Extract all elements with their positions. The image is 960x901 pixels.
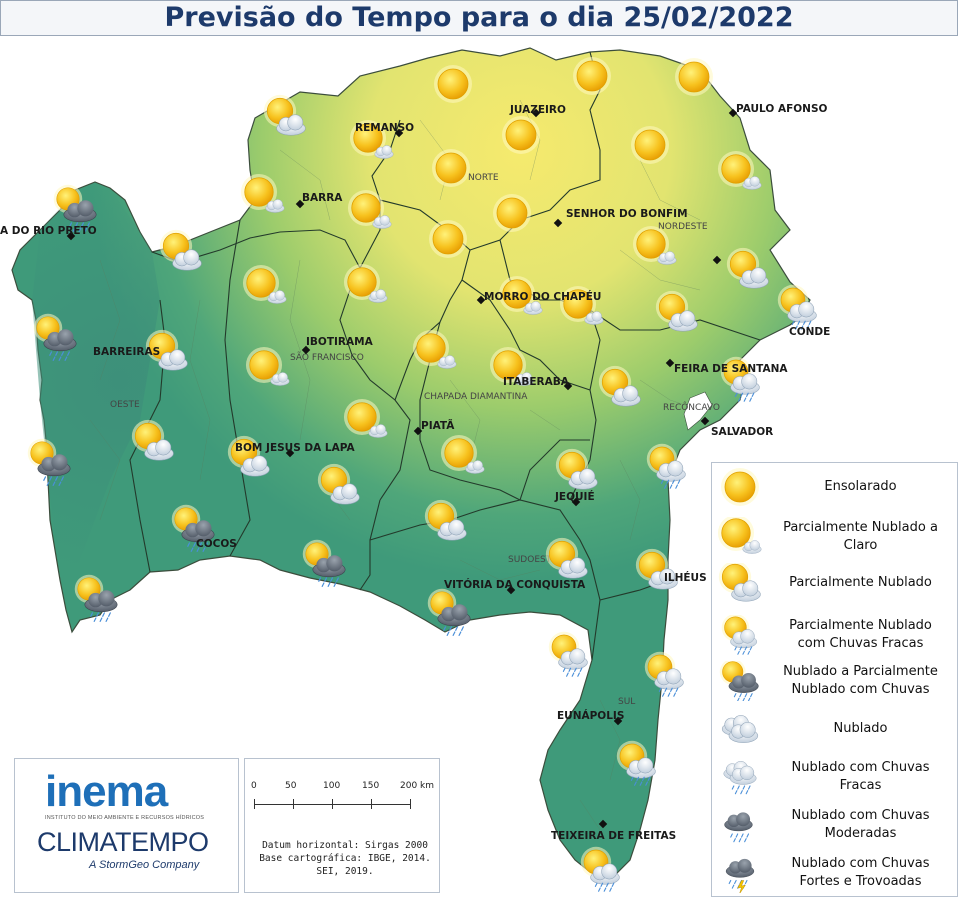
city-label: PIATÃ bbox=[421, 419, 455, 432]
scale-mark bbox=[293, 799, 294, 809]
bahia-forecast-map: NORTE NORDESTE SÃO FRANCISCO OESTE CHAPA… bbox=[0, 47, 830, 901]
sunny-icon bbox=[631, 126, 669, 164]
page-title: Previsão do Tempo para o dia 25/02/2022 bbox=[164, 2, 794, 33]
legend-item: Parcialmente Nublado a Claro bbox=[712, 515, 959, 559]
legend-label: Nublado com Chuvas Fortes e Trovoadas bbox=[791, 856, 930, 889]
city-markers: JUAZEIRO PAULO AFONSO REMANSO BARRA SENH… bbox=[0, 103, 830, 842]
climatempo-logo: CLIMATEMPO bbox=[37, 827, 209, 857]
city-label: ILHÉUS bbox=[664, 571, 707, 584]
legend-item: Parcialmente Nublado com Chuvas Fracas bbox=[712, 613, 959, 657]
city-label: BARREIRAS bbox=[93, 346, 160, 358]
city-label: PAULO AFONSO bbox=[736, 103, 828, 115]
sunny-icon bbox=[712, 467, 768, 507]
legend-label: Parcialmente Nublado bbox=[789, 575, 932, 590]
cloudy-icon bbox=[721, 715, 759, 743]
city-label: IBOTIRAMA bbox=[306, 336, 374, 348]
sunny-icon bbox=[573, 57, 611, 95]
city-label: JUAZEIRO bbox=[509, 104, 566, 116]
region-label: NORTE bbox=[468, 173, 499, 183]
legend-label: Nublado com Chuvas Moderadas bbox=[791, 808, 930, 841]
city-label: CONDE bbox=[789, 326, 830, 338]
region-label: SUL bbox=[618, 697, 635, 707]
legend-label: Nublado a Parcialmente Nublado com Chuvas bbox=[783, 664, 938, 697]
region-label: SUDOESTE bbox=[508, 555, 557, 565]
region-label: OESTE bbox=[110, 400, 140, 410]
logo-box: inema INSTITUTO DO MEIO AMBIENTE E RECUR… bbox=[14, 758, 239, 893]
city-label: FEIRA DE SANTANA bbox=[674, 363, 788, 375]
partly-cloudy-to-clear-icon bbox=[712, 517, 768, 557]
legend-item: Parcialmente Nublado bbox=[712, 563, 959, 603]
partly-cloudy-icon bbox=[712, 563, 768, 603]
scale-mark bbox=[254, 799, 255, 809]
legend-item: Nublado bbox=[712, 709, 959, 749]
city-label: TEIXEIRA DE FREITAS bbox=[551, 830, 676, 842]
sunny-icon bbox=[429, 220, 467, 258]
partly-cloudy-light-rain-icon bbox=[712, 615, 768, 655]
datum-note: Datum horizontal: Sirgas 2000 Base carto… bbox=[259, 840, 431, 877]
city-label: MORRO DO CHAPÉU bbox=[484, 290, 601, 303]
legend-label: Ensolarado bbox=[824, 479, 897, 494]
scale-mark bbox=[371, 799, 372, 809]
city-label: COCOS bbox=[196, 538, 237, 550]
cloudy-to-partly-cloudy-rain-icon bbox=[712, 661, 768, 701]
scale-tick: 150 bbox=[362, 781, 380, 791]
partly-cloudy-light-rain-icon bbox=[549, 632, 588, 676]
legend-label: Nublado com Chuvas Fracas bbox=[791, 760, 930, 793]
sunny-icon bbox=[675, 58, 713, 96]
sunny-icon bbox=[434, 65, 472, 103]
cloudy-light-rain-icon bbox=[723, 761, 757, 795]
city-label: SALVADOR bbox=[711, 426, 773, 438]
scale-mark bbox=[410, 799, 411, 809]
sunny-icon bbox=[493, 194, 531, 232]
inema-subtitle: INSTITUTO DO MEIO AMBIENTE E RECURSOS HÍ… bbox=[45, 815, 205, 821]
legend-item: Ensolarado bbox=[712, 467, 959, 507]
legend: Ensolarado Parcialmente Nublado a Claro P… bbox=[711, 462, 958, 897]
legend-label: Nublado bbox=[833, 721, 888, 736]
legend-item: Nublado com Chuvas Moderadas bbox=[712, 803, 959, 847]
cloudy-moderate-rain-icon bbox=[724, 811, 753, 843]
city-label: ITABERABA bbox=[503, 376, 570, 388]
legend-label: Parcialmente Nublado a Claro bbox=[783, 520, 938, 553]
inema-logo: inema bbox=[45, 767, 168, 816]
region-label: SÃO FRANCISCO bbox=[290, 352, 364, 363]
city-label: BOM JESUS DA LAPA bbox=[235, 442, 355, 454]
city-label: SENHOR DO BONFIM bbox=[566, 208, 688, 220]
sunny-icon bbox=[502, 116, 540, 154]
city-label: BARRA bbox=[302, 192, 343, 204]
city-label: REMANSO bbox=[355, 122, 414, 134]
legend-label: Parcialmente Nublado com Chuvas Fracas bbox=[789, 618, 932, 651]
climatempo-subtitle: A StormGeo Company bbox=[89, 859, 200, 871]
legend-item: Nublado a Parcialmente Nublado com Chuvas bbox=[712, 659, 959, 703]
region-label: RECÔNCAVO bbox=[663, 401, 720, 413]
legend-item: Nublado com Chuvas Fracas bbox=[712, 755, 959, 799]
legend-item: Nublado com Chuvas Fortes e Trovoadas bbox=[712, 851, 959, 895]
scale-tick: 50 bbox=[285, 781, 297, 791]
scale-tick: 100 bbox=[323, 781, 341, 791]
scale-tick: 200 km bbox=[400, 781, 435, 791]
salvador-bay bbox=[683, 391, 713, 431]
city-label: JEQUIÉ bbox=[554, 490, 595, 503]
city-label: VITÓRIA DA CONQUISTA bbox=[444, 578, 586, 591]
sunny-icon bbox=[432, 149, 470, 187]
scale-tick: 0 bbox=[251, 781, 257, 791]
municipal-borders bbox=[89, 99, 701, 831]
bahia-state-shape bbox=[11, 47, 811, 881]
title-bar: Previsão do Tempo para o dia 25/02/2022 bbox=[0, 0, 958, 36]
scale-mark bbox=[332, 799, 333, 809]
cloudy-heavy-rain-thunder-icon bbox=[725, 858, 755, 893]
region-label: CHAPADA DIAMANTINA bbox=[424, 392, 528, 402]
city-label: A DO RIO PRETO bbox=[0, 225, 97, 237]
region-label: NORDESTE bbox=[658, 222, 708, 232]
city-label: EUNÁPOLIS bbox=[557, 709, 624, 722]
scale-box: 0 50 100 150 200 km Datum horizontal: Si… bbox=[244, 758, 440, 893]
